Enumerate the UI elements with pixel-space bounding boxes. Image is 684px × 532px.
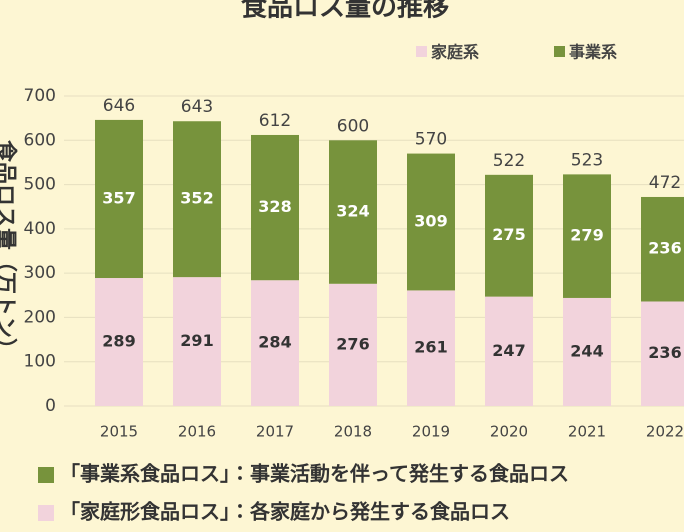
note-swatch (38, 505, 54, 521)
bar-segment (173, 277, 221, 406)
bar-segment (485, 174, 533, 297)
x-tick-label: 2019 (412, 423, 450, 441)
bar-segment (251, 134, 299, 281)
bar-segment (407, 153, 455, 291)
note-text: 「事業系食品ロス」：事業活動を伴って発生する食品ロス (60, 462, 569, 486)
total-label: 646 (103, 96, 135, 116)
legend-label: 家庭系 (431, 43, 479, 62)
total-label: 643 (181, 97, 213, 117)
x-tick-label: 2015 (100, 423, 138, 441)
value-label: 291 (180, 331, 213, 350)
note-text: 「家庭形食品ロス」：各家庭から発生する食品ロス (60, 500, 510, 524)
total-label: 522 (493, 151, 525, 171)
y-tick-label: 300 (24, 263, 56, 283)
bar-segment (641, 301, 684, 406)
value-label: 357 (102, 188, 135, 207)
bar-segment (251, 280, 299, 406)
value-label: 309 (414, 211, 447, 230)
value-label: 284 (258, 333, 291, 352)
x-tick-label: 2016 (178, 423, 216, 441)
total-label: 612 (259, 111, 291, 131)
bar-segment (95, 119, 143, 279)
bar-segment (329, 140, 377, 284)
value-label: 247 (492, 341, 525, 360)
legend-label: 事業系 (569, 43, 617, 62)
total-label: 472 (649, 173, 681, 193)
legend-swatch (554, 46, 565, 57)
chart-title: 食品ロス量の推移 (241, 0, 449, 23)
value-label: 289 (102, 332, 135, 351)
bar-segment (95, 278, 143, 406)
y-tick-label: 200 (24, 307, 56, 327)
value-label: 261 (414, 338, 447, 357)
bar-segment (173, 121, 221, 278)
bar-segment (407, 290, 455, 406)
y-tick-label: 0 (45, 396, 56, 416)
x-tick-label: 2020 (490, 423, 528, 441)
value-label: 328 (258, 197, 291, 216)
bar-segment (329, 283, 377, 406)
y-tick-label: 600 (24, 130, 56, 150)
y-tick-label: 500 (24, 175, 56, 195)
value-label: 244 (570, 341, 603, 360)
value-label: 236 (648, 343, 681, 362)
bar-segment (641, 196, 684, 302)
value-label: 324 (336, 202, 369, 221)
total-label: 600 (337, 116, 369, 136)
x-tick-label: 2021 (568, 423, 606, 441)
bar-segment (563, 174, 611, 298)
value-label: 279 (570, 226, 603, 245)
legend-swatch (416, 46, 427, 57)
total-label: 523 (571, 150, 603, 170)
x-tick-label: 2017 (256, 423, 294, 441)
value-label: 275 (492, 225, 525, 244)
y-tick-label: 700 (24, 86, 56, 106)
y-tick-label: 400 (24, 219, 56, 239)
y-axis-label: 食品ロス量（万トン） (0, 140, 17, 360)
value-label: 276 (336, 334, 369, 353)
total-label: 570 (415, 130, 447, 150)
note-swatch (38, 467, 54, 483)
value-label: 236 (648, 239, 681, 258)
x-tick-label: 2022 (646, 423, 684, 441)
y-tick-label: 100 (24, 352, 56, 372)
bar-segment (563, 297, 611, 406)
value-label: 352 (180, 189, 213, 208)
x-tick-label: 2018 (334, 423, 372, 441)
bar-segment (485, 296, 533, 406)
